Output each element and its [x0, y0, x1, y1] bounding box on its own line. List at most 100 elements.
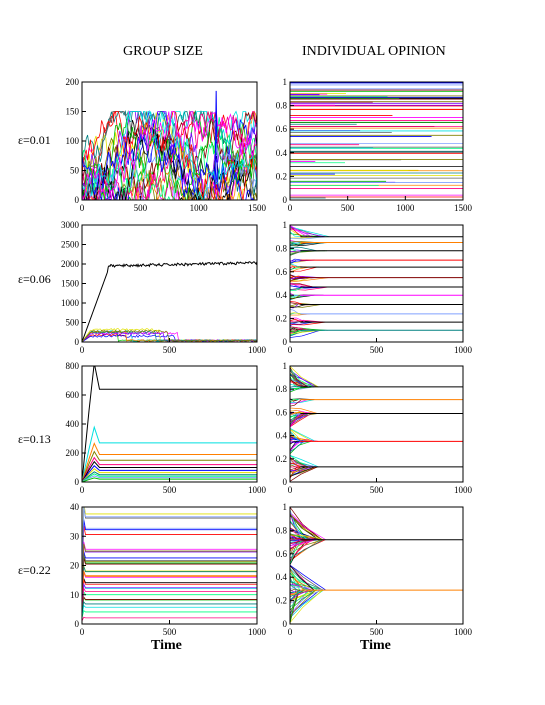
x-tick-label: 500: [163, 345, 177, 355]
panel-frame: [81, 224, 258, 343]
opinion-trajectory: [290, 586, 326, 591]
y-tick-label: 0.8: [276, 384, 288, 394]
opinion-trajectory: [290, 512, 326, 541]
x-tick-label: 1000: [454, 485, 473, 495]
opinion-trajectory: [290, 413, 318, 423]
opinion-trajectory: [290, 398, 299, 403]
opinion-trajectory: [290, 321, 326, 326]
opinion-trajectory: [290, 236, 327, 240]
group-series: [82, 456, 257, 482]
opinion-trajectory: [290, 413, 300, 428]
panel-3: 0 500 1000 0 0.2 0.4 0.6 0.8 1: [276, 220, 473, 355]
x-axis-label-left: Time: [151, 638, 182, 653]
data-layer-7: [290, 507, 463, 624]
group-series: [82, 518, 257, 577]
row-label-3: ε=0.13: [18, 432, 51, 446]
group-series: [82, 130, 257, 200]
panel-2: 0 500 1000 0 500 1000 1500 2000 2500 3000: [61, 220, 267, 355]
y-tick-label: 0: [283, 619, 288, 629]
x-tick-label: 500: [163, 627, 177, 637]
x-tick-label: 0: [288, 485, 293, 495]
y-tick-label: 200: [66, 77, 80, 87]
opinion-trajectory: [290, 378, 304, 388]
group-series: [82, 147, 257, 200]
opinion-trajectory: [290, 430, 300, 442]
dominant-group-series: [82, 261, 257, 342]
opinion-trajectory: [290, 294, 315, 300]
opinion-trajectory: [290, 584, 310, 591]
x-tick-label: 1000: [454, 345, 473, 355]
group-series: [82, 468, 257, 482]
opinion-trajectory: [290, 569, 309, 591]
y-tick-label: 500: [66, 318, 80, 328]
y-tick-label: 0.4: [276, 148, 288, 158]
opinion-trajectory: [290, 441, 304, 452]
opinion-trajectory: [290, 413, 306, 427]
y-tick-label: 0: [283, 195, 288, 205]
group-series: [82, 425, 257, 482]
opinion-trajectory: [290, 460, 318, 468]
opinion-trajectory: [290, 286, 305, 291]
peak-series: [214, 90, 218, 189]
y-tick-label: 30: [70, 531, 80, 541]
x-tick-label: 500: [370, 485, 384, 495]
y-tick-label: 0: [75, 477, 80, 487]
y-tick-label: 0.6: [276, 267, 288, 277]
y-tick-label: 20: [70, 561, 80, 571]
x-tick-label: 500: [134, 203, 148, 213]
y-tick-label: 0.4: [276, 431, 288, 441]
opinion-trajectory: [290, 312, 302, 315]
x-tick-label: 0: [288, 627, 293, 637]
y-tick-label: 0.6: [276, 407, 288, 417]
opinion-trajectory: [290, 319, 324, 323]
panel-frame: [289, 365, 464, 483]
y-tick-label: 0.4: [276, 290, 288, 300]
y-tick-label: 3000: [61, 220, 80, 230]
group-series: [82, 601, 257, 615]
x-tick-label: 500: [370, 627, 384, 637]
data-layer-6: [82, 507, 257, 622]
y-tick-label: 2500: [61, 240, 80, 250]
x-axis-label-right: Time: [360, 638, 391, 653]
group-series: [82, 565, 257, 598]
opinion-trajectory: [290, 436, 308, 442]
opinion-trajectory: [290, 399, 302, 407]
column-title-group-size: GROUP SIZE: [123, 44, 203, 59]
opinion-trajectory: [290, 428, 313, 442]
opinion-trajectory: [290, 266, 309, 273]
opinion-trajectory: [290, 327, 319, 331]
group-series: [82, 604, 257, 616]
opinion-trajectory: [290, 455, 319, 468]
x-tick-label: 1000: [454, 627, 473, 637]
opinion-trajectory: [290, 248, 296, 252]
opinion-trajectory: [290, 441, 302, 443]
opinion-trajectory: [290, 539, 326, 562]
opinion-trajectory: [290, 466, 319, 473]
opinion-trajectory: [290, 539, 316, 546]
group-series: [82, 580, 257, 605]
opinion-trajectory: [290, 462, 301, 468]
opinion-trajectory: [290, 329, 322, 335]
panel-frame: [81, 365, 258, 483]
group-series: [82, 555, 257, 593]
opinion-trajectory: [290, 429, 303, 442]
y-tick-label: 150: [66, 107, 80, 117]
y-tick-label: 600: [66, 390, 80, 400]
group-series: [82, 520, 257, 577]
group-series: [82, 554, 257, 593]
group-series: [82, 477, 257, 482]
opinion-trajectory: [290, 513, 323, 541]
opinion-trajectory: [290, 225, 313, 238]
opinion-trajectory: [290, 465, 297, 468]
y-tick-label: 400: [66, 419, 80, 429]
opinion-trajectory: [290, 368, 314, 388]
opinion-trajectory: [290, 564, 323, 591]
group-series: [82, 109, 257, 196]
opinion-trajectory: [290, 572, 318, 591]
opinion-trajectory: [290, 564, 326, 591]
opinion-trajectory: [290, 534, 325, 541]
y-tick-label: 100: [66, 136, 80, 146]
opinion-trajectory: [290, 318, 303, 323]
opinion-trajectory: [290, 399, 315, 403]
